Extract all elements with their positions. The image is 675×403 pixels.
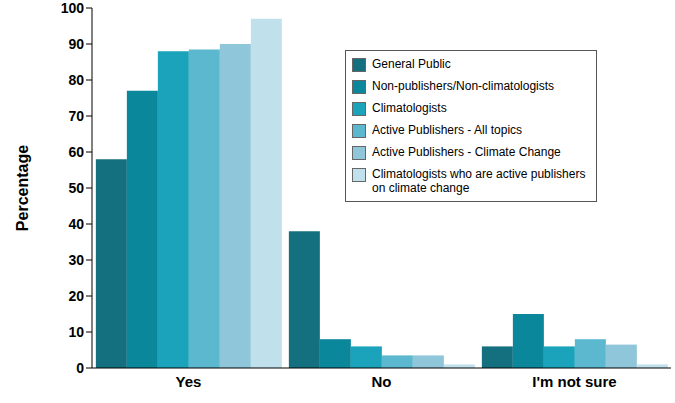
- svg-text:70: 70: [68, 108, 84, 124]
- html-text:Non-publishers/Non-climatologi: Non-publishers/Non-climatologists: [372, 79, 555, 93]
- svg-text:60: 60: [68, 144, 84, 160]
- svg-text:Percentage: Percentage: [14, 145, 31, 231]
- html-text:Climatologists: Climatologists: [372, 101, 447, 115]
- svg-text:90: 90: [68, 36, 84, 52]
- svg-text:Yes: Yes: [176, 373, 202, 390]
- html-text:Active Publishers - All topics: Active Publishers - All topics: [372, 123, 523, 137]
- svg-text:20: 20: [68, 288, 84, 304]
- svg-text:30: 30: [68, 252, 84, 268]
- svg-text:0: 0: [76, 360, 84, 376]
- html-text:General Public: General Public: [372, 57, 451, 71]
- svg-text:I'm not sure: I'm not sure: [532, 373, 616, 390]
- svg-text:No: No: [372, 373, 392, 390]
- svg-text:80: 80: [68, 72, 84, 88]
- svg-text:100: 100: [61, 0, 85, 16]
- svg-text:10: 10: [68, 324, 84, 340]
- svg-text:40: 40: [68, 216, 84, 232]
- svg-text:50: 50: [68, 180, 84, 196]
- html-text:Active Publishers - Climate Ch: Active Publishers - Climate Change: [372, 145, 561, 159]
- html-text:Climatologists who are active: Climatologists who are active publishers…: [372, 167, 586, 195]
